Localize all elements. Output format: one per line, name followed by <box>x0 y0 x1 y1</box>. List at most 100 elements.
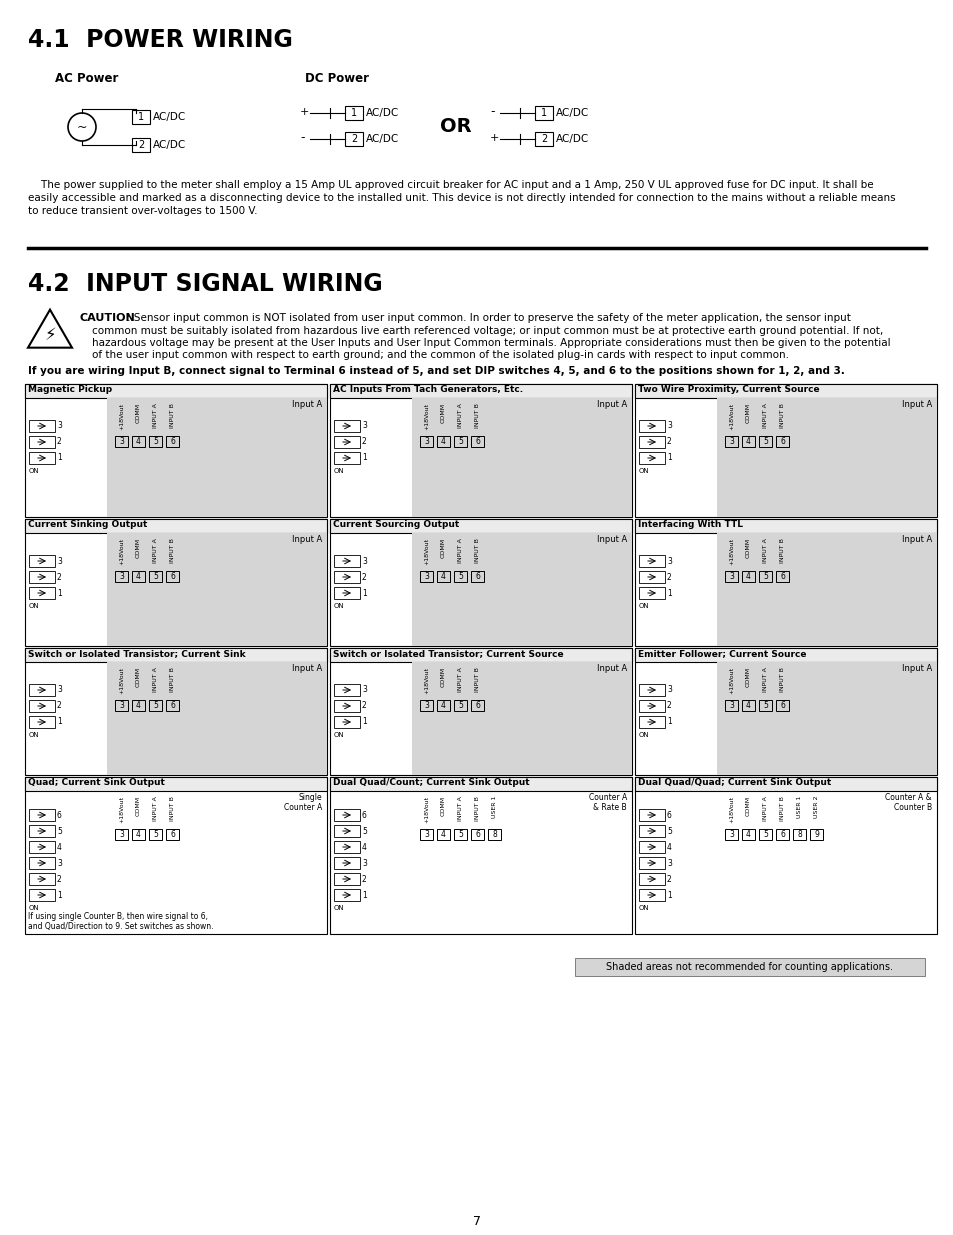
Text: If you are wiring Input B, connect signal to Terminal 6 instead of 5, and set DI: If you are wiring Input B, connect signa… <box>28 366 844 375</box>
Text: 2: 2 <box>138 140 144 149</box>
Text: 1: 1 <box>351 107 356 119</box>
Text: COMM: COMM <box>440 667 446 687</box>
Bar <box>741 700 754 711</box>
Text: 4: 4 <box>57 842 62 851</box>
Text: 3: 3 <box>728 830 733 839</box>
Bar <box>330 384 631 517</box>
Text: 4: 4 <box>361 842 367 851</box>
Text: 2: 2 <box>666 437 671 447</box>
Text: 5: 5 <box>457 437 462 446</box>
Text: +18Vout: +18Vout <box>119 403 124 430</box>
Text: 9: 9 <box>813 830 818 839</box>
Bar <box>436 571 450 582</box>
Bar <box>115 571 128 582</box>
Bar <box>419 436 433 447</box>
Bar <box>330 648 631 662</box>
Bar <box>334 452 359 464</box>
Text: Counter A &
Counter B: Counter A & Counter B <box>884 793 931 813</box>
Text: COMM: COMM <box>136 538 141 558</box>
Text: 5: 5 <box>457 830 462 839</box>
Bar <box>334 809 359 821</box>
Text: DC Power: DC Power <box>305 72 369 85</box>
Bar <box>436 436 450 447</box>
Bar <box>741 436 754 447</box>
Text: INPUT B: INPUT B <box>780 667 784 692</box>
Bar <box>717 662 936 776</box>
Text: +18Vout: +18Vout <box>728 667 733 694</box>
Text: 3: 3 <box>361 858 367 867</box>
Text: INPUT A: INPUT A <box>762 667 767 692</box>
Text: +18Vout: +18Vout <box>423 403 429 430</box>
Text: 3: 3 <box>666 858 671 867</box>
Text: 4: 4 <box>136 701 141 710</box>
Text: COMM: COMM <box>136 403 141 424</box>
Text: 6: 6 <box>170 437 174 446</box>
Text: 2: 2 <box>540 135 547 144</box>
Bar <box>809 829 822 840</box>
Bar <box>334 555 359 567</box>
Text: 1: 1 <box>57 589 62 598</box>
Text: AC Inputs From Tach Generators, Etc.: AC Inputs From Tach Generators, Etc. <box>333 385 522 394</box>
Bar <box>149 829 162 840</box>
Text: 8: 8 <box>797 830 801 839</box>
Bar <box>166 571 179 582</box>
Bar <box>334 873 359 885</box>
Text: ON: ON <box>334 468 344 474</box>
Text: +18Vout: +18Vout <box>119 797 124 823</box>
Text: 6: 6 <box>475 572 479 580</box>
Text: 2: 2 <box>361 437 366 447</box>
Text: INPUT B: INPUT B <box>475 403 479 427</box>
Bar <box>454 700 467 711</box>
Bar <box>639 716 664 727</box>
Text: COMM: COMM <box>440 538 446 558</box>
Bar <box>25 777 327 790</box>
Text: INPUT B: INPUT B <box>170 538 174 563</box>
Bar <box>412 534 631 646</box>
Bar <box>759 571 771 582</box>
Bar <box>635 648 936 662</box>
Bar <box>412 662 631 776</box>
Text: 4: 4 <box>440 830 445 839</box>
Text: The power supplied to the meter shall employ a 15 Amp UL approved circuit breake: The power supplied to the meter shall em… <box>28 180 873 190</box>
Text: Input A: Input A <box>292 535 322 543</box>
Text: 5: 5 <box>152 830 158 839</box>
Bar <box>330 648 631 776</box>
Text: Input A: Input A <box>901 535 931 543</box>
Bar <box>345 106 363 120</box>
Text: 3: 3 <box>361 557 367 566</box>
Text: INPUT B: INPUT B <box>475 538 479 563</box>
Text: 1: 1 <box>57 718 62 726</box>
Bar <box>29 716 55 727</box>
Text: Current Sinking Output: Current Sinking Output <box>28 520 147 529</box>
Text: Interfacing With TTL: Interfacing With TTL <box>638 520 742 529</box>
Text: easily accessible and marked as a disconnecting device to the installed unit. Th: easily accessible and marked as a discon… <box>28 193 895 203</box>
Text: 4.1  POWER WIRING: 4.1 POWER WIRING <box>28 28 293 52</box>
Bar <box>775 829 788 840</box>
Text: INPUT B: INPUT B <box>475 797 479 821</box>
Text: COMM: COMM <box>440 403 446 424</box>
Text: 3: 3 <box>119 572 124 580</box>
Text: Current Sourcing Output: Current Sourcing Output <box>333 520 458 529</box>
Text: 2: 2 <box>666 701 671 710</box>
Bar <box>29 452 55 464</box>
Bar <box>29 873 55 885</box>
Text: ON: ON <box>639 732 649 739</box>
Text: 2: 2 <box>361 874 366 883</box>
Text: 3: 3 <box>424 701 429 710</box>
Text: 1: 1 <box>361 453 366 462</box>
Text: 2: 2 <box>361 573 366 582</box>
Text: 1: 1 <box>666 890 671 899</box>
Bar <box>775 436 788 447</box>
Text: Quad; Current Sink Output: Quad; Current Sink Output <box>28 778 165 787</box>
Bar <box>419 829 433 840</box>
Text: AC/DC: AC/DC <box>556 107 589 119</box>
Bar <box>132 138 150 152</box>
Bar <box>635 648 936 776</box>
Bar <box>115 436 128 447</box>
Bar <box>334 841 359 853</box>
Text: ON: ON <box>29 468 40 474</box>
Text: INPUT A: INPUT A <box>152 667 158 692</box>
Bar <box>639 420 664 432</box>
Bar <box>419 571 433 582</box>
Text: 1: 1 <box>138 112 144 122</box>
